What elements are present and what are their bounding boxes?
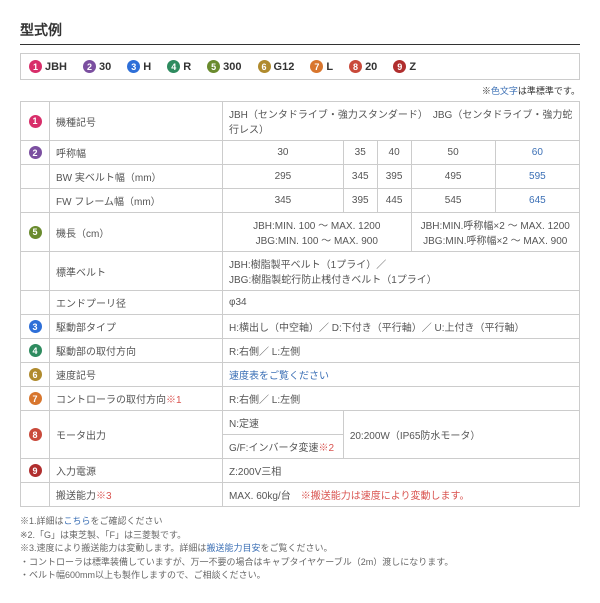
cell: 50: [411, 141, 495, 165]
cell: 40: [377, 141, 411, 165]
legend-code: 300: [223, 61, 241, 73]
legend-code: Z: [409, 61, 416, 73]
legend-code: R: [183, 61, 191, 73]
num-circle-6: 6: [29, 368, 42, 381]
spec-table: 1 機種記号JBH（センタドライブ・強力スタンダード） JBG（センタドライブ・強…: [20, 101, 580, 507]
num-circle-8: 8: [349, 60, 362, 73]
footnote-line: ・コントローラは標準装備していますが、万一不要の場合はキャプタイヤケーブル（2m…: [20, 556, 580, 570]
legend-code: 20: [365, 61, 377, 73]
num-circle-3: 3: [29, 320, 42, 333]
num-circle-4: 4: [29, 344, 42, 357]
legend-item-4: 4R: [167, 60, 191, 73]
num-circle-9: 9: [393, 60, 406, 73]
speed-link[interactable]: 速度表をご覧ください: [229, 371, 329, 382]
num-circle-4: 4: [167, 60, 180, 73]
num-circle-8: 8: [29, 428, 42, 441]
footnote-line: ※3.速度により搬送能力は変動します。詳細は搬送能力目安をご覧ください。: [20, 542, 580, 556]
legend-code: L: [326, 61, 333, 73]
num-circle-9: 9: [29, 464, 42, 477]
cell: 35: [343, 141, 377, 165]
cell: 60: [495, 141, 579, 165]
legend-item-6: 6G12: [258, 60, 295, 73]
top-note: ※色文字は準標準です。: [20, 84, 580, 97]
num-circle-2: 2: [83, 60, 96, 73]
footnote-line: ・ベルト幅600mm以上も製作しますので、ご相談ください。: [20, 569, 580, 583]
legend-item-7: 7L: [310, 60, 333, 73]
legend-code: H: [143, 61, 151, 73]
legend-item-2: 230: [83, 60, 111, 73]
legend-item-8: 820: [349, 60, 377, 73]
legend-item-3: 3H: [127, 60, 151, 73]
num-circle-7: 7: [29, 392, 42, 405]
num-circle-6: 6: [258, 60, 271, 73]
legend-item-1: 1JBH: [29, 60, 67, 73]
section-title: 型式例: [20, 20, 580, 45]
num-circle-3: 3: [127, 60, 140, 73]
footnotes: ※1.詳細はこちらをご確認ください※2.「G」は東芝製、「F」は三菱製です。※3…: [20, 515, 580, 583]
footnote-line: ※1.詳細はこちらをご確認ください: [20, 515, 580, 529]
legend-item-5: 5300: [207, 60, 241, 73]
row-label: 機種記号: [50, 102, 223, 141]
legend-code: 30: [99, 61, 111, 73]
cell: 30: [223, 141, 344, 165]
row-value: JBH（センタドライブ・強力スタンダード） JBG（センタドライブ・強力蛇行レス…: [223, 102, 580, 141]
num-circle-1: 1: [29, 115, 42, 128]
legend-row: 1JBH 230 3H 4R 5300 6G12 7L 820 9Z: [20, 53, 580, 80]
legend-code: G12: [274, 61, 295, 73]
num-circle-1: 1: [29, 60, 42, 73]
num-circle-5: 5: [29, 226, 42, 239]
num-circle-7: 7: [310, 60, 323, 73]
num-circle-2: 2: [29, 146, 42, 159]
legend-code: JBH: [45, 61, 67, 73]
legend-item-9: 9Z: [393, 60, 416, 73]
footnote-line: ※2.「G」は東芝製、「F」は三菱製です。: [20, 529, 580, 543]
num-circle-5: 5: [207, 60, 220, 73]
